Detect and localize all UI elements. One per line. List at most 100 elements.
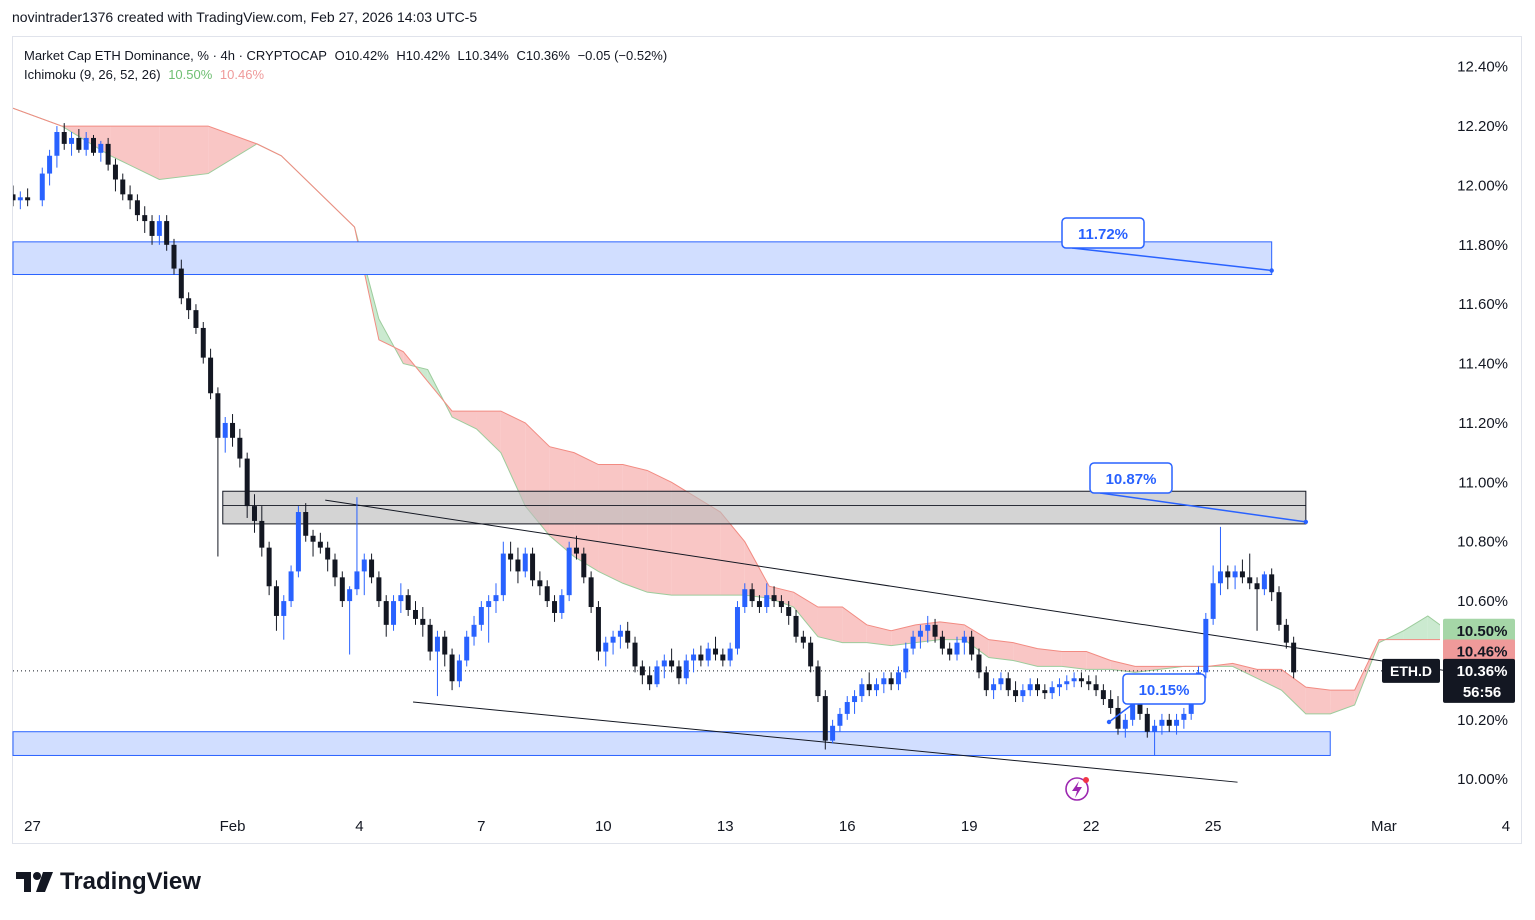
candle-body <box>193 310 199 328</box>
y-tick-label: 11.80% <box>1458 237 1508 254</box>
ichimoku-cloud-segment <box>817 607 843 643</box>
ichimoku-cloud-segment <box>891 624 916 646</box>
candle-down <box>412 601 418 625</box>
candle-up <box>1064 675 1070 691</box>
candle-up <box>39 167 45 207</box>
candle-up <box>500 541 506 602</box>
candle-down <box>13 185 16 207</box>
x-tick-label: 13 <box>717 818 734 835</box>
x-tick-label: 27 <box>24 818 41 835</box>
candle-up <box>471 615 477 646</box>
ichimoku-cloud-segment <box>1013 642 1038 667</box>
candle-body <box>112 164 118 180</box>
candle-body <box>1020 690 1026 697</box>
candle-body <box>1078 678 1084 682</box>
candle-body <box>303 512 309 536</box>
candle-body <box>427 624 433 652</box>
candle-body <box>822 696 828 741</box>
candle-body <box>808 642 814 667</box>
y-tick-label: 11.00% <box>1458 474 1508 491</box>
candle-body <box>493 595 499 602</box>
candle-body <box>617 630 623 637</box>
candle-down <box>625 621 631 649</box>
candle-body <box>332 559 338 578</box>
candle-down <box>369 553 375 584</box>
candle-down <box>332 553 338 587</box>
candle-body <box>734 607 740 649</box>
candle-body <box>288 571 294 602</box>
ichimoku-cloud-segment <box>744 541 770 599</box>
candle-up <box>910 630 916 655</box>
candle-up <box>54 126 60 168</box>
candle-body <box>244 458 250 507</box>
lightning-icon[interactable] <box>1065 777 1089 801</box>
candle-up <box>661 654 667 679</box>
candle-body <box>837 713 843 726</box>
candle-up <box>998 672 1004 691</box>
candle-down <box>778 595 784 613</box>
symbol-tag-bg <box>1382 658 1440 683</box>
candle-down <box>947 642 953 661</box>
candle-body <box>134 200 140 216</box>
candle-down <box>186 292 192 320</box>
candle-body <box>391 601 397 625</box>
candle-body <box>932 624 938 637</box>
ichimoku-cloud-segment <box>939 621 965 640</box>
candle-down <box>200 322 206 364</box>
candle-body <box>1283 624 1289 643</box>
candle-up <box>493 583 499 613</box>
candle-body <box>39 173 45 201</box>
candle-up <box>69 132 75 156</box>
candle-down <box>1005 672 1011 697</box>
candle-body <box>552 601 558 613</box>
candle-up <box>347 586 353 655</box>
ichimoku-cloud-segment <box>647 470 672 596</box>
candle-down <box>595 601 601 661</box>
candle-body <box>515 559 521 572</box>
ichimoku-cloud-segment <box>842 607 867 643</box>
candle-down <box>405 589 411 616</box>
candle-down <box>164 215 170 251</box>
legend-indicator[interactable]: Ichimoku (9, 26, 52, 26) <box>24 67 161 82</box>
callout-label: 11.72% <box>1078 226 1128 243</box>
candle-body <box>142 215 148 222</box>
candle-up <box>288 565 294 608</box>
candle-down <box>303 503 309 542</box>
candle-down <box>61 123 67 150</box>
chart-credit: novintrader1376 created with TradingView… <box>12 9 478 25</box>
candle-body <box>742 589 748 608</box>
candle-up <box>17 191 23 210</box>
candle-up <box>83 132 89 156</box>
ichimoku-cloud-segment <box>208 126 257 174</box>
x-tick-label: 7 <box>477 818 485 835</box>
candle-body <box>69 137 75 144</box>
candle-body <box>186 298 192 311</box>
candle-body <box>749 589 755 602</box>
ichimoku-cloud-segment <box>476 411 501 453</box>
candle-body <box>983 672 989 691</box>
candle-up <box>1122 713 1128 738</box>
callout-pointer <box>1071 247 1272 272</box>
candle-down <box>317 532 323 554</box>
tradingview-logo[interactable]: TradingView <box>16 868 201 896</box>
candle-up <box>603 636 609 667</box>
candle-up <box>391 595 397 631</box>
candle-body <box>127 194 133 201</box>
candle-up <box>98 140 104 162</box>
candle-body <box>647 675 653 685</box>
candle-up <box>1159 713 1165 735</box>
candle-down <box>134 194 140 222</box>
tag-current-text: 10.36% <box>1457 663 1508 680</box>
ichimoku-cloud-segment <box>1330 690 1355 714</box>
candle-up <box>859 678 865 703</box>
candle-body <box>537 580 543 587</box>
candle-body <box>939 636 945 649</box>
candle-up <box>837 707 843 732</box>
y-tick-label: 11.60% <box>1458 296 1508 313</box>
y-tick-label: 12.00% <box>1457 177 1508 194</box>
ichimoku-cloud-segment <box>1086 651 1111 670</box>
candle-body <box>530 553 536 581</box>
upper-blue-zone <box>12 241 1273 276</box>
x-tick-label: Mar <box>1371 818 1397 835</box>
